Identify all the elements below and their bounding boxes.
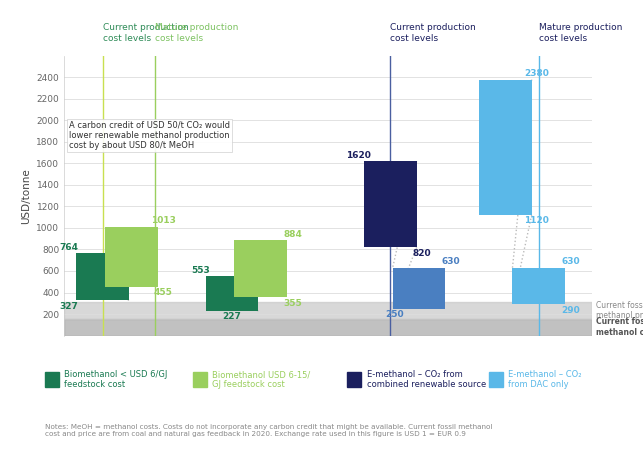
Text: Notes: MeOH = methanol costs. Costs do not incorporate any carbon credit that mi: Notes: MeOH = methanol costs. Costs do n…	[45, 424, 493, 437]
Text: 630: 630	[561, 258, 580, 267]
Text: 2380: 2380	[525, 69, 549, 78]
Bar	[206, 276, 258, 311]
Text: A carbon credit of USD 50/t CO₂ would
lower renewable methanol production
cost b: A carbon credit of USD 50/t CO₂ would lo…	[69, 120, 230, 150]
Text: 1620: 1620	[346, 151, 371, 160]
Text: 884: 884	[283, 230, 302, 239]
Text: E-methanol – CO₂
from DAC only: E-methanol – CO₂ from DAC only	[508, 370, 581, 390]
Text: E-methanol – CO₂ from
combined renewable source: E-methanol – CO₂ from combined renewable…	[367, 370, 485, 390]
Bar	[77, 254, 129, 301]
Bar	[105, 226, 158, 287]
Text: 290: 290	[561, 306, 580, 315]
Text: 1120: 1120	[525, 216, 549, 226]
Text: 1013: 1013	[150, 216, 176, 225]
Bar	[364, 161, 417, 247]
Bar	[64, 302, 592, 319]
Text: 764: 764	[60, 243, 78, 252]
Text: Current production
cost levels: Current production cost levels	[103, 23, 188, 43]
Bar	[479, 80, 532, 215]
Text: 250: 250	[386, 310, 404, 319]
Text: 820: 820	[413, 249, 431, 258]
Text: 455: 455	[154, 288, 172, 297]
Text: Biomethanol < USD 6/GJ
feedstock cost: Biomethanol < USD 6/GJ feedstock cost	[64, 370, 168, 390]
Text: Current fossil
methanol cost: Current fossil methanol cost	[596, 317, 643, 337]
Y-axis label: USD/tonne: USD/tonne	[21, 168, 31, 224]
Text: Current production
cost levels: Current production cost levels	[390, 23, 476, 43]
Text: Current fossil
methanol price: Current fossil methanol price	[596, 301, 643, 320]
Text: 553: 553	[191, 266, 210, 275]
Bar	[64, 319, 592, 336]
Text: Biomethanol USD 6-15/
GJ feedstock cost: Biomethanol USD 6-15/ GJ feedstock cost	[212, 370, 311, 390]
Bar	[393, 268, 446, 308]
Text: Mature production
cost levels: Mature production cost levels	[156, 23, 239, 43]
Bar	[512, 268, 565, 304]
Bar	[64, 56, 592, 302]
Text: 227: 227	[222, 312, 242, 322]
Bar	[235, 240, 287, 297]
Text: 355: 355	[283, 299, 302, 308]
Text: 327: 327	[60, 302, 78, 311]
Text: 630: 630	[441, 258, 460, 267]
Text: Mature production
cost levels: Mature production cost levels	[539, 23, 622, 43]
